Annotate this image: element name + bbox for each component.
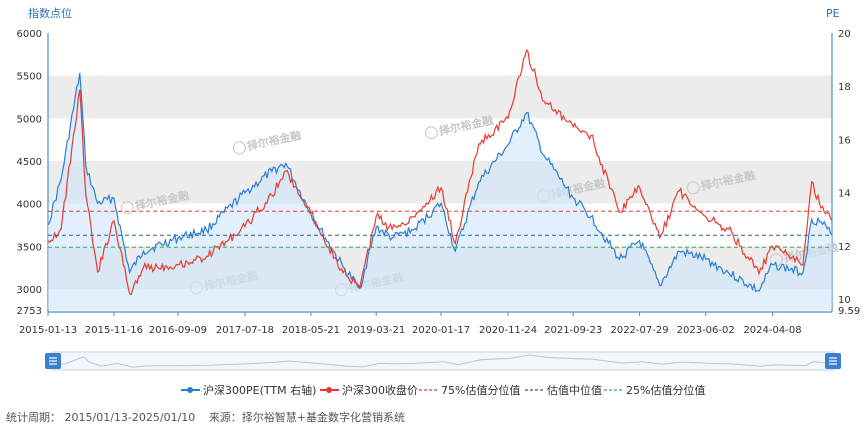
- data-source: 来源：择尔裕智慧+基金数字化营销系统: [208, 411, 405, 424]
- legend-label-median: 估值中位值: [547, 383, 602, 397]
- x-tick-label: 2017-07-18: [216, 325, 274, 336]
- pe-area-fill: [48, 72, 832, 311]
- x-tick-label: 2020-11-24: [479, 325, 537, 336]
- reference-lines: [48, 210, 832, 248]
- x-tick-label: 2018-05-21: [282, 325, 340, 336]
- pe-series-line: [47, 72, 833, 293]
- footer: 统计周期： 2015/01/13-2025/01/10 来源：择尔裕智慧+基金数…: [6, 409, 415, 425]
- grid-band: [48, 160, 832, 204]
- x-tick-label: 2021-09-23: [544, 325, 602, 336]
- right-tick-label: 10: [838, 295, 851, 306]
- zoom-left-handle[interactable]: [45, 353, 61, 369]
- left-tick-label: 5500: [17, 72, 42, 83]
- pe-area: [48, 72, 832, 311]
- x-tick-label: 2019-03-21: [347, 325, 405, 336]
- zoom-slider[interactable]: [45, 351, 841, 371]
- legend: 沪深300PE(TTM 右轴) 沪深300收盘价 75%估值分位值 估值中位值 …: [181, 383, 705, 397]
- left-axis-title: 指数点位: [28, 6, 72, 20]
- legend-label-close: 沪深300收盘价: [342, 383, 418, 397]
- legend-item-p25[interactable]: 25%估值分位值: [604, 383, 705, 397]
- right-tick-label: 20: [838, 29, 851, 40]
- close-series-line: [47, 48, 833, 296]
- left-tick-label: 6000: [17, 29, 42, 40]
- right-tick-label: 9.59: [838, 306, 860, 317]
- x-tick-label: 2023-06-02: [677, 325, 735, 336]
- left-tick-label: 3500: [17, 242, 42, 253]
- legend-item-median[interactable]: 估值中位值: [525, 383, 602, 397]
- left-tick-label: 4000: [17, 200, 42, 211]
- right-axis-title: PE: [826, 7, 840, 20]
- legend-item-pe[interactable]: 沪深300PE(TTM 右轴): [181, 383, 316, 397]
- series-lines: [47, 48, 833, 296]
- legend-label-pe: 沪深300PE(TTM 右轴): [203, 383, 316, 397]
- left-tick-label: 4500: [17, 157, 42, 168]
- x-tick-label: 2020-01-17: [412, 325, 470, 336]
- left-axis-ticks: 6000 5500 5000 4500 4000 3500 3000 2753: [17, 29, 42, 317]
- watermark-text: 择尔裕金融: [246, 128, 303, 153]
- x-tick-label: 2015-11-16: [85, 325, 143, 336]
- right-tick-label: 12: [838, 242, 851, 253]
- left-tick-label: 3000: [17, 285, 42, 296]
- zoom-overview-line: [51, 354, 835, 368]
- left-tick-label: 2753: [17, 306, 42, 317]
- right-tick-label: 18: [838, 82, 851, 93]
- right-tick-label: 14: [838, 189, 851, 200]
- legend-label-p75: 75%估值分位值: [441, 383, 520, 397]
- right-tick-label: 16: [838, 135, 851, 146]
- x-axis-ticks: 2015-01-13 2015-11-16 2016-09-09 2017-07-18…: [19, 312, 802, 336]
- watermark: 择尔裕金融: [232, 128, 303, 155]
- left-tick-label: 5000: [17, 114, 42, 125]
- grid-band: [48, 75, 832, 119]
- legend-label-p25: 25%估值分位值: [626, 383, 705, 397]
- x-tick-label: 2024-04-08: [743, 325, 801, 336]
- zoom-right-handle[interactable]: [825, 353, 841, 369]
- right-axis-ticks: 20 18 16 14 12 109.59: [838, 29, 860, 317]
- x-tick-label: 2022-07-29: [610, 325, 668, 336]
- legend-item-close[interactable]: 沪深300收盘价: [320, 383, 418, 397]
- x-tick-label: 2016-09-09: [149, 325, 207, 336]
- statistics-period: 统计周期： 2015/01/13-2025/01/10: [6, 411, 196, 424]
- legend-item-p75[interactable]: 75%估值分位值: [419, 383, 520, 397]
- x-tick-label: 2015-01-13: [19, 325, 77, 336]
